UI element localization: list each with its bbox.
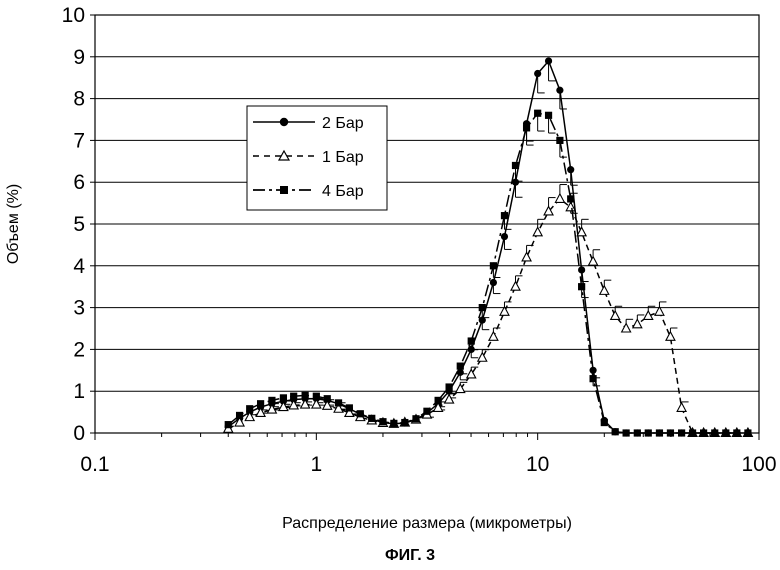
- data-point: [556, 137, 563, 144]
- data-point: [700, 429, 707, 436]
- data-point: [545, 112, 552, 119]
- y-tick-label: 3: [73, 297, 85, 320]
- data-point: [534, 110, 541, 117]
- data-point: [744, 429, 751, 436]
- legend-marker-square: [280, 186, 288, 194]
- legend-label-4-bar: 4 Бар: [322, 183, 364, 200]
- y-tick-label: 5: [73, 213, 85, 236]
- data-point: [401, 419, 408, 426]
- data-point: [534, 70, 541, 77]
- figure-label: ФИГ. 3: [385, 547, 435, 564]
- data-point: [578, 283, 585, 290]
- data-point: [567, 195, 574, 202]
- x-tick-labels: 0.1 1 10 100: [80, 433, 776, 476]
- y-tick-label: 4: [73, 255, 85, 278]
- data-point: [280, 394, 287, 401]
- data-point: [225, 421, 232, 428]
- data-point: [379, 418, 386, 425]
- y-tick-label: 9: [73, 46, 85, 69]
- x-tick-label: 1: [310, 453, 322, 476]
- y-tick-label: 1: [73, 380, 85, 403]
- data-point: [479, 304, 486, 311]
- legend: 2 Бар 1 Бар 4 Бар: [247, 106, 387, 210]
- data-point: [556, 87, 563, 94]
- data-point: [236, 412, 243, 419]
- x-tick-label: 100: [741, 453, 776, 476]
- x-tick-label: 0.1: [80, 453, 109, 476]
- data-point: [512, 162, 519, 169]
- data-point: [357, 410, 364, 417]
- data-point: [435, 397, 442, 404]
- data-point: [589, 375, 596, 382]
- y-tick-labels: 0 1 2 3 4 5 6 7 8 9 10: [62, 4, 95, 445]
- y-tick-label: 10: [62, 4, 85, 27]
- data-point: [567, 166, 574, 173]
- data-point: [656, 429, 663, 436]
- data-point: [722, 429, 729, 436]
- data-point: [302, 392, 309, 399]
- legend-marker-circle: [280, 118, 288, 126]
- data-point: [601, 419, 608, 426]
- data-point: [268, 397, 275, 404]
- data-point: [733, 429, 740, 436]
- data-point: [246, 405, 253, 412]
- data-point: [501, 212, 508, 219]
- data-point: [545, 57, 552, 64]
- data-point: [457, 363, 464, 370]
- data-point: [257, 400, 264, 407]
- data-point: [501, 233, 508, 240]
- data-point: [523, 124, 530, 131]
- data-point: [490, 262, 497, 269]
- data-point: [313, 393, 320, 400]
- data-point: [346, 404, 353, 411]
- data-point: [368, 415, 375, 422]
- y-tick-label: 0: [73, 422, 85, 445]
- data-point: [335, 399, 342, 406]
- data-point: [390, 420, 397, 427]
- data-point: [423, 408, 430, 415]
- data-point: [324, 395, 331, 402]
- data-point: [678, 429, 685, 436]
- legend-label-2-bar: 2 Бар: [322, 115, 364, 132]
- y-tick-label: 2: [73, 338, 85, 361]
- data-point: [468, 337, 475, 344]
- data-point: [290, 393, 297, 400]
- data-point: [634, 429, 641, 436]
- data-point: [468, 346, 475, 353]
- data-point: [645, 429, 652, 436]
- data-point: [612, 428, 619, 435]
- y-axis-title: Объем (%): [5, 184, 22, 264]
- x-axis-title: Распределение размера (микрометры): [282, 515, 572, 532]
- data-point: [623, 429, 630, 436]
- data-point: [490, 279, 497, 286]
- x-tick-label: 10: [526, 453, 549, 476]
- data-point: [711, 429, 718, 436]
- y-tick-label: 6: [73, 171, 85, 194]
- data-point: [412, 415, 419, 422]
- y-tick-label: 8: [73, 88, 85, 111]
- data-point: [446, 383, 453, 390]
- y-tick-label: 7: [73, 129, 85, 152]
- legend-label-1-bar: 1 Бар: [322, 149, 364, 166]
